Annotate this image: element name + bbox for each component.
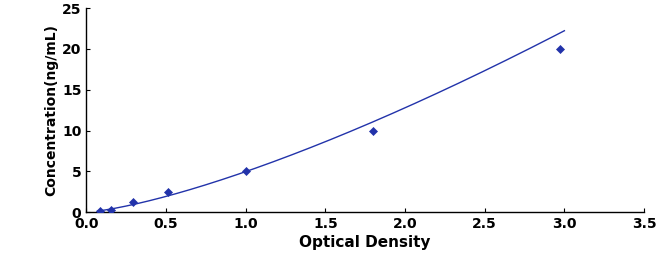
Y-axis label: Concentration(ng/mL): Concentration(ng/mL): [44, 24, 58, 196]
X-axis label: Optical Density: Optical Density: [299, 235, 431, 250]
